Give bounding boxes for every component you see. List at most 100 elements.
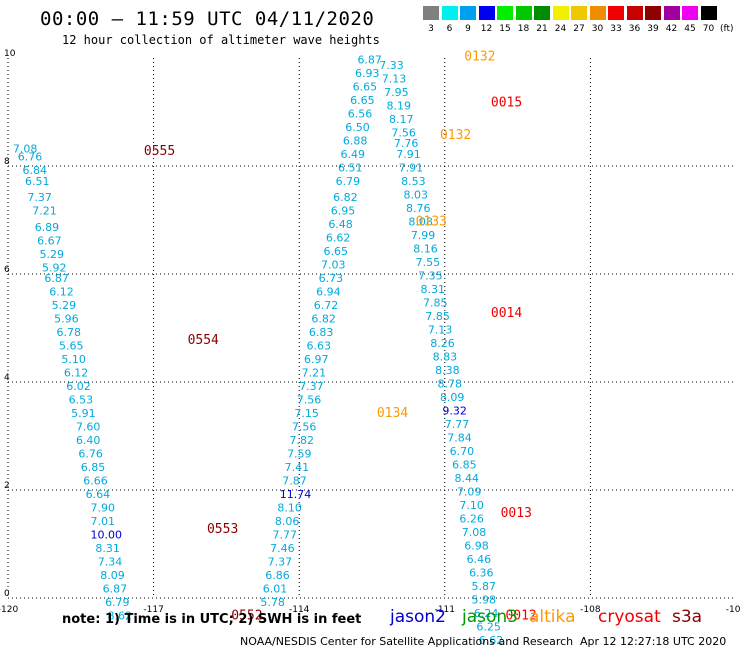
data-point-label: 6.76	[78, 448, 103, 461]
data-point-label: 6.62	[326, 232, 351, 245]
data-point-label: 10.00	[91, 529, 123, 542]
satellite-legend-item: jason2	[390, 607, 446, 627]
legend-swatch	[682, 6, 698, 20]
data-point-label: 5.29	[52, 299, 77, 312]
data-point-label: 8.78	[438, 377, 463, 390]
data-point-label: 6.84	[23, 164, 47, 177]
data-point-label: 6.76	[18, 151, 42, 164]
data-point-label: 7.91	[396, 148, 421, 161]
data-point-label: 8.76	[406, 202, 431, 215]
legend-label: 18	[517, 24, 530, 34]
legend-swatch	[441, 6, 458, 20]
data-point-label: 7.08	[462, 526, 487, 539]
data-point-label: 6.97	[304, 353, 329, 366]
data-point-label: 6.79	[105, 596, 130, 609]
data-point-label: 6.36	[469, 566, 494, 579]
y-tick-label: 6	[4, 265, 10, 275]
data-point-label: 8.31	[95, 542, 120, 555]
y-tick-label: 4	[4, 373, 10, 383]
data-point-label: 7.91	[399, 161, 424, 174]
y-tick-label: 0	[4, 589, 10, 599]
data-point-label: 6.24	[474, 607, 499, 620]
legend-swatch	[552, 6, 569, 20]
satellite-legend-item: s3a	[672, 607, 703, 627]
data-point-label: 7.76	[394, 137, 419, 150]
legend-label: 12	[480, 24, 493, 34]
legend-swatch	[663, 6, 680, 20]
data-point-label: 6.88	[343, 134, 368, 147]
data-point-label: 5.96	[54, 313, 79, 326]
data-point-label: 6.83	[309, 326, 334, 339]
data-point-label: 7.21	[32, 205, 57, 218]
data-point-label: 8.19	[387, 99, 412, 112]
data-point-label: 6.46	[467, 553, 492, 566]
data-point-label: 6.26	[459, 512, 484, 525]
legend-label: 6	[446, 24, 453, 34]
legend-label: 36	[628, 24, 641, 34]
data-point-label: 7.85	[425, 310, 450, 323]
data-point-label: 8.17	[389, 113, 414, 126]
pass-time-label: 0553	[207, 522, 238, 537]
legend-label: 27	[573, 24, 585, 34]
data-point-label: 7.77	[445, 418, 470, 431]
data-point-label: 6.78	[57, 326, 82, 339]
data-point-label: 6.98	[464, 539, 489, 552]
data-point-label: 7.59	[287, 448, 312, 461]
legend-swatch	[589, 6, 606, 20]
data-point-label: 11.74	[280, 488, 312, 501]
data-point-label: 6.87	[44, 272, 69, 285]
data-point-label: 6.53	[69, 394, 94, 407]
pass-time-label: 0013	[501, 506, 532, 521]
legend-label: 30	[591, 24, 604, 34]
data-point-label: 6.86	[265, 569, 290, 582]
data-point-label: 7.01	[91, 515, 116, 528]
pass-time-label: 0132	[464, 50, 495, 65]
legend-swatch	[423, 6, 439, 20]
data-point-label: 8.83	[433, 350, 458, 363]
data-point-label: 7.21	[302, 367, 327, 380]
credit-text: NOAA/NESDIS Center for Satellite Applica…	[240, 635, 574, 648]
legend-label: 45	[684, 24, 696, 34]
footer-note: note: 1) Time is in UTC; 2) SWH is in fe…	[62, 612, 362, 627]
data-point-label: 6.73	[319, 272, 344, 285]
data-point-label: 7.46	[270, 542, 295, 555]
data-point-label: 5.65	[59, 340, 84, 353]
data-point-label: 8.53	[401, 175, 426, 188]
data-point-label: 6.67	[37, 234, 62, 247]
y-tick-label: 8	[4, 157, 10, 167]
y-tick-label: 2	[4, 481, 10, 491]
data-point-label: 5.29	[40, 248, 64, 261]
data-point-label: 7.56	[297, 394, 322, 407]
pass-time-label: 0012	[505, 609, 536, 624]
data-point-label: 8.38	[435, 364, 460, 377]
x-tick-label: -120	[0, 605, 18, 615]
legend-swatch	[478, 6, 495, 20]
data-point-label: 8.08	[408, 215, 433, 228]
data-point-label: 6.56	[348, 107, 373, 120]
data-point-label: 5.78	[260, 596, 285, 609]
data-point-label: 6.65	[323, 245, 348, 258]
pass-time-label: 0552	[231, 609, 262, 624]
data-point-label: 7.60	[76, 421, 101, 434]
data-point-label: 6.01	[263, 583, 288, 596]
legend-label: 21	[536, 24, 548, 34]
pass-time-label: 0015	[491, 96, 522, 111]
data-point-label: 7.95	[384, 86, 409, 99]
legend-swatch	[534, 6, 550, 20]
x-tick-label: -114	[289, 605, 310, 615]
data-point-label: 8.10	[277, 502, 302, 515]
legend-swatch	[497, 6, 513, 20]
legend-label: 3	[428, 24, 434, 34]
data-point-label: 6.95	[331, 205, 356, 218]
data-point-label: 6.94	[316, 286, 341, 299]
data-point-label: 6.82	[333, 191, 358, 204]
data-point-label: 8.09	[440, 391, 465, 404]
data-point-label: 6.65	[350, 94, 375, 107]
data-point-label: 8.09	[100, 569, 125, 582]
data-point-label: 7.56	[391, 126, 416, 139]
data-point-label: 6.50	[345, 121, 370, 134]
generated-timestamp: Apr 12 12:27:18 UTC 2020	[580, 635, 727, 648]
pass-time-label: 0554	[188, 333, 219, 348]
chart-subtitle: 12 hour collection of altimeter wave hei…	[62, 33, 380, 47]
